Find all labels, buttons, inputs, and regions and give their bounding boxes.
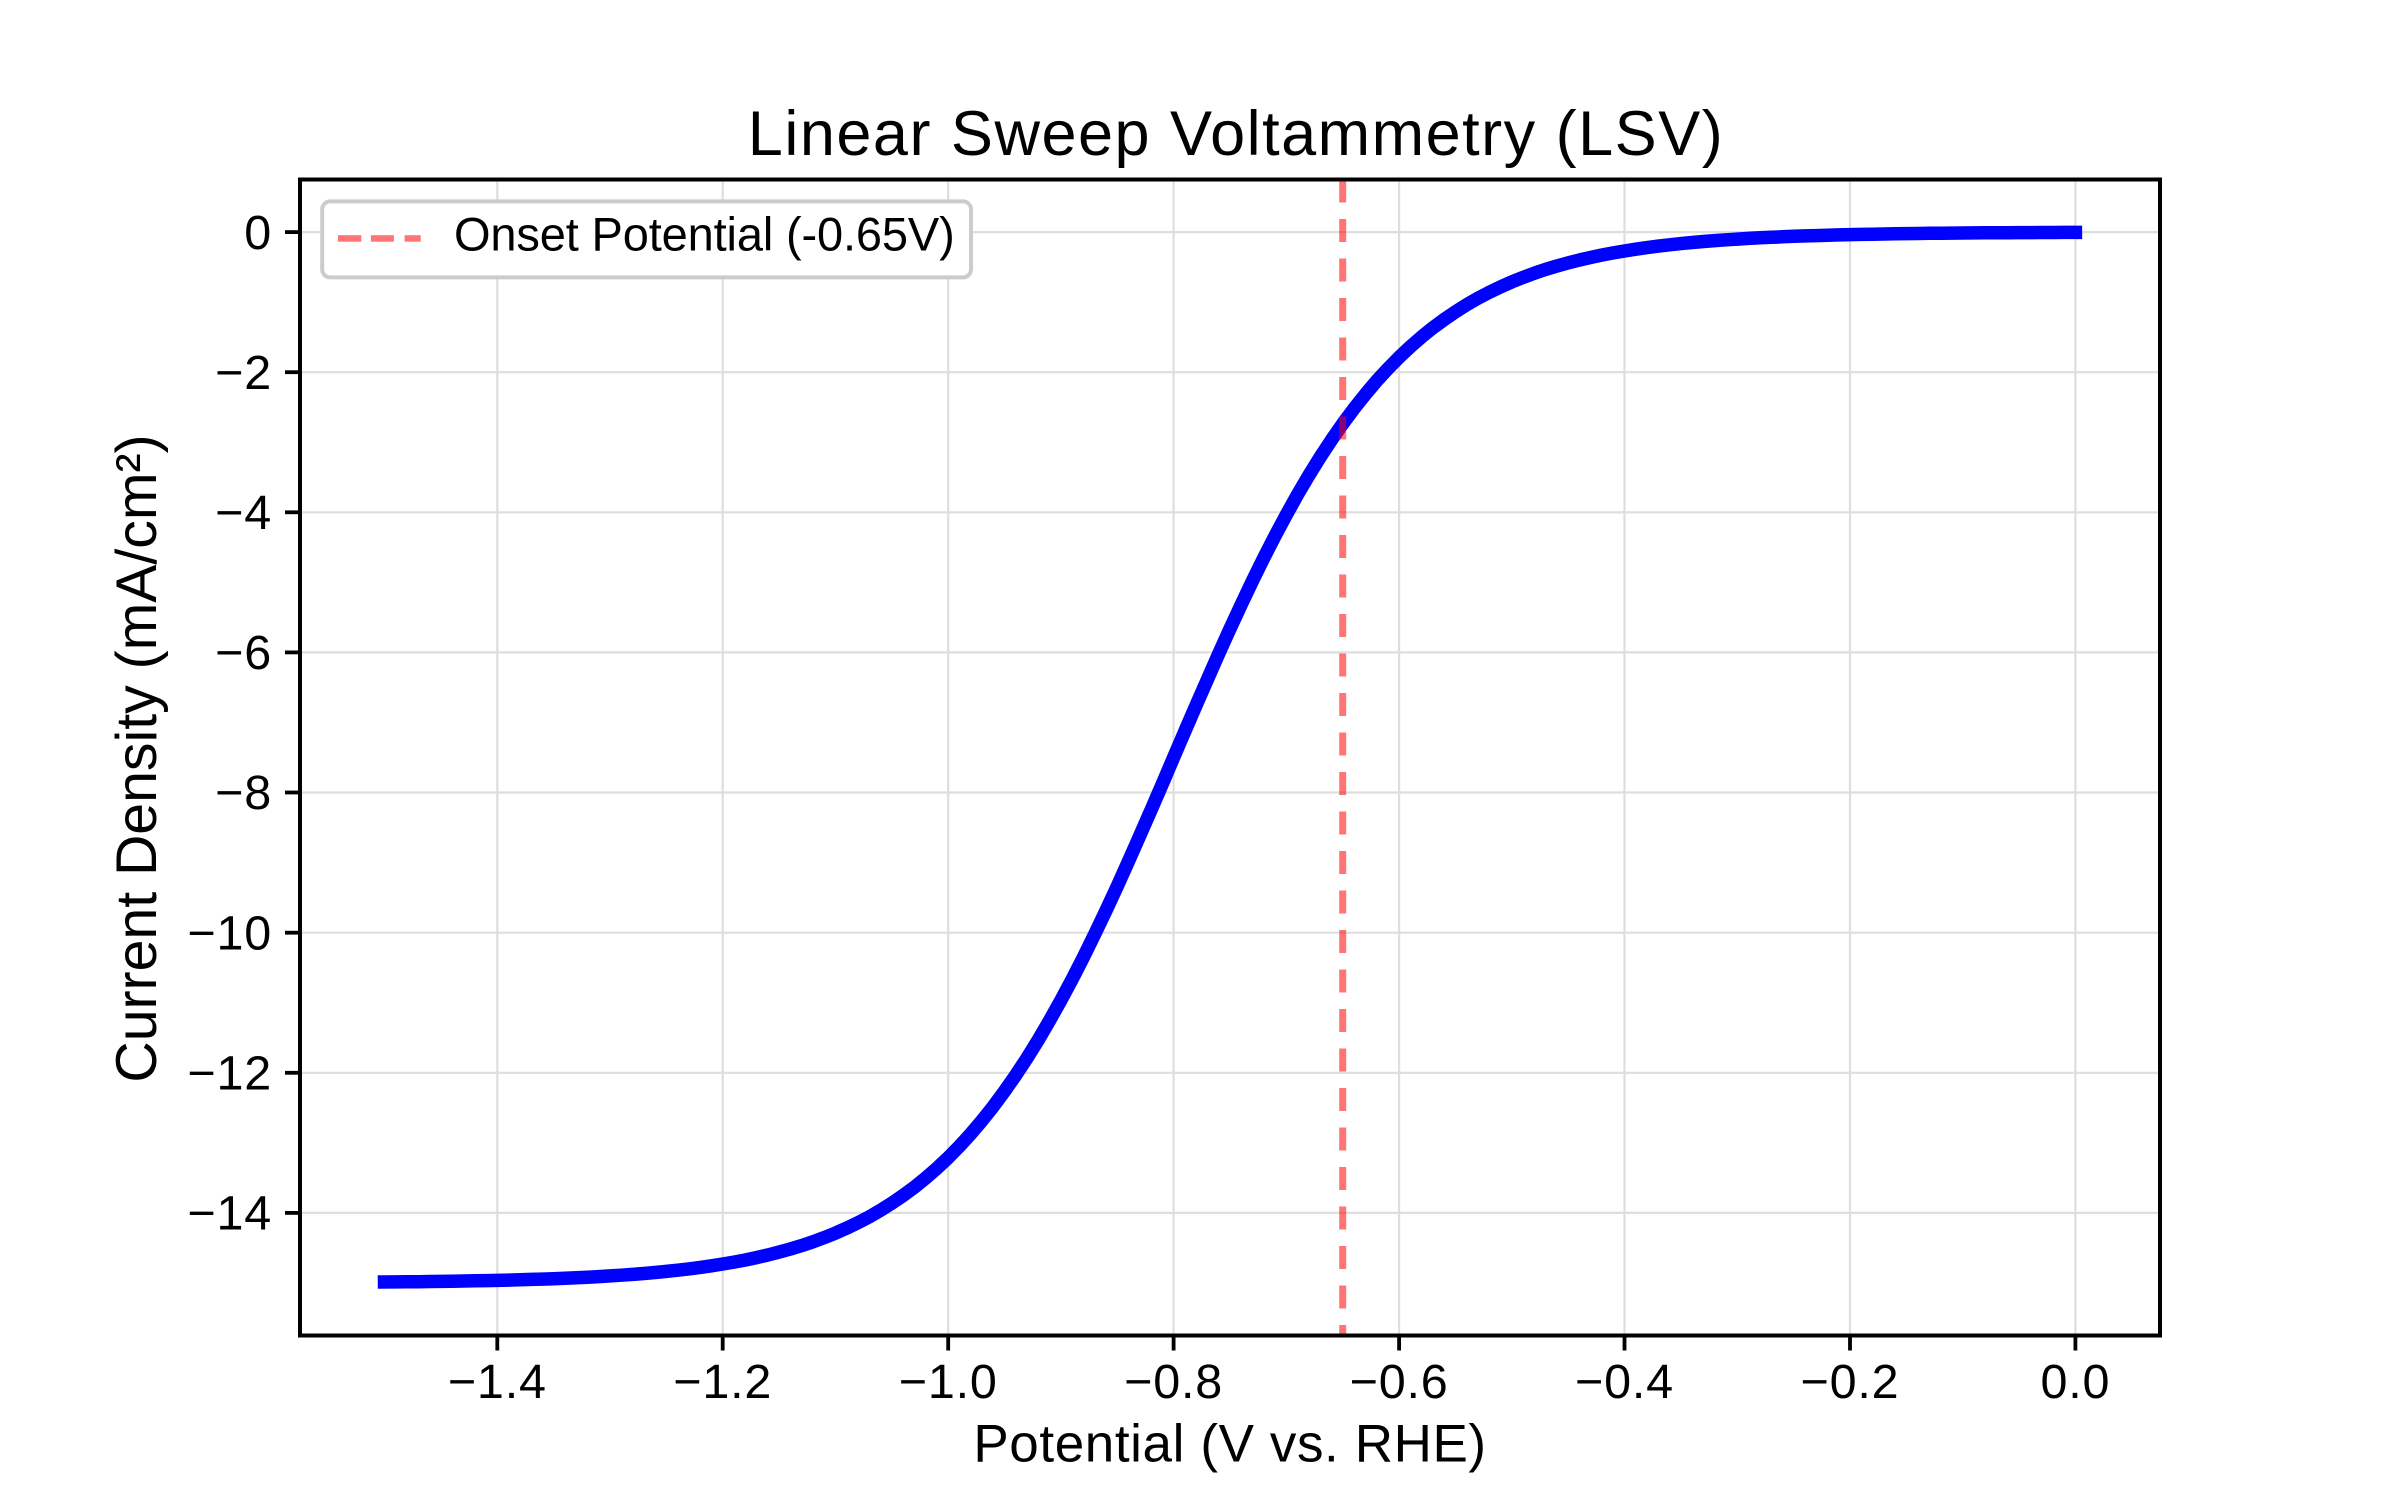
svg-text:Linear Sweep Voltammetry (LSV): Linear Sweep Voltammetry (LSV) xyxy=(748,99,1724,169)
svg-text:−10: −10 xyxy=(187,906,272,960)
svg-text:−1.0: −1.0 xyxy=(899,1355,998,1409)
svg-text:−0.4: −0.4 xyxy=(1575,1355,1674,1409)
svg-text:−6: −6 xyxy=(215,626,272,680)
svg-text:−4: −4 xyxy=(215,486,272,540)
svg-text:−0.8: −0.8 xyxy=(1124,1355,1223,1409)
svg-text:−1.2: −1.2 xyxy=(673,1355,772,1409)
svg-text:Onset Potential (-0.65V): Onset Potential (-0.65V) xyxy=(454,208,955,261)
svg-text:0: 0 xyxy=(244,206,272,260)
svg-text:−2: −2 xyxy=(215,346,272,400)
svg-text:−0.6: −0.6 xyxy=(1350,1355,1449,1409)
svg-text:−12: −12 xyxy=(187,1047,272,1101)
svg-text:−14: −14 xyxy=(187,1187,272,1241)
svg-text:0.0: 0.0 xyxy=(2040,1355,2110,1409)
svg-text:−0.2: −0.2 xyxy=(1801,1355,1900,1409)
svg-text:−8: −8 xyxy=(215,766,272,820)
svg-text:Potential (V vs. RHE): Potential (V vs. RHE) xyxy=(973,1414,1486,1473)
svg-text:−1.4: −1.4 xyxy=(448,1355,547,1409)
svg-text:Current Density (mA/cm²): Current Density (mA/cm²) xyxy=(105,434,169,1082)
